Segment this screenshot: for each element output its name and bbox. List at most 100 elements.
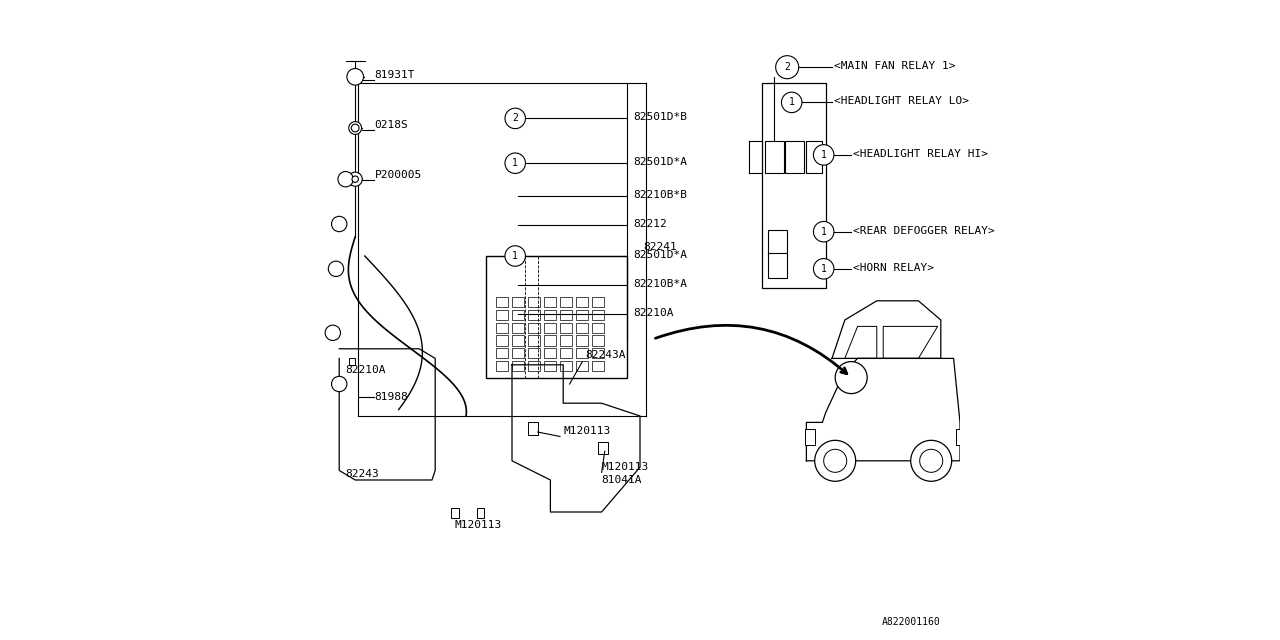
- Text: M120113: M120113: [602, 462, 649, 472]
- Text: 82210A: 82210A: [634, 308, 675, 317]
- Circle shape: [506, 246, 526, 266]
- Circle shape: [815, 440, 856, 481]
- Bar: [544, 335, 556, 346]
- Bar: [576, 335, 588, 346]
- Circle shape: [814, 259, 835, 279]
- Bar: [529, 310, 540, 320]
- Bar: [561, 310, 571, 320]
- Text: 1: 1: [512, 158, 518, 168]
- Bar: [497, 361, 507, 371]
- Bar: [544, 297, 556, 307]
- Bar: [348, 358, 356, 365]
- Bar: [591, 335, 604, 346]
- Bar: [512, 361, 524, 371]
- Bar: [512, 323, 524, 333]
- Bar: [544, 348, 556, 358]
- Bar: [576, 348, 588, 358]
- Text: 82212: 82212: [634, 219, 667, 229]
- Bar: [497, 310, 507, 320]
- Bar: [529, 323, 540, 333]
- Bar: [591, 361, 604, 371]
- Circle shape: [781, 92, 801, 113]
- Circle shape: [814, 221, 835, 242]
- Text: 82501D*A: 82501D*A: [634, 250, 687, 260]
- Circle shape: [835, 362, 868, 394]
- Text: <MAIN FAN RELAY 1>: <MAIN FAN RELAY 1>: [835, 61, 955, 71]
- Bar: [544, 361, 556, 371]
- Bar: [544, 310, 556, 320]
- Circle shape: [824, 449, 847, 472]
- Text: <HEADLIGHT RELAY LO>: <HEADLIGHT RELAY LO>: [835, 97, 969, 106]
- Circle shape: [506, 153, 526, 173]
- Text: 2: 2: [512, 113, 518, 124]
- Bar: [477, 508, 485, 518]
- Text: 1: 1: [820, 150, 827, 160]
- Polygon shape: [806, 358, 960, 461]
- Bar: [544, 323, 556, 333]
- Bar: [576, 323, 588, 333]
- Circle shape: [352, 176, 358, 182]
- Bar: [561, 323, 571, 333]
- Bar: [561, 361, 571, 371]
- Circle shape: [332, 216, 347, 232]
- Text: A822001160: A822001160: [882, 617, 941, 627]
- Text: 81931T: 81931T: [374, 70, 415, 80]
- Bar: [497, 335, 507, 346]
- Text: 82501D*A: 82501D*A: [634, 157, 687, 167]
- Text: 82501D*B: 82501D*B: [634, 113, 687, 122]
- Text: 82210B*B: 82210B*B: [634, 191, 687, 200]
- Text: 81988: 81988: [374, 392, 408, 402]
- Text: <REAR DEFOGGER RELAY>: <REAR DEFOGGER RELAY>: [854, 226, 995, 236]
- Bar: [765, 141, 783, 173]
- Text: 82241: 82241: [644, 242, 677, 252]
- Bar: [529, 348, 540, 358]
- Bar: [805, 429, 815, 445]
- Text: 1: 1: [820, 264, 827, 274]
- Bar: [529, 297, 540, 307]
- Bar: [768, 230, 787, 256]
- Text: 2: 2: [785, 62, 790, 72]
- Bar: [591, 323, 604, 333]
- Circle shape: [332, 376, 347, 392]
- Bar: [786, 141, 805, 173]
- Bar: [512, 348, 524, 358]
- Circle shape: [911, 440, 952, 481]
- Text: P200005: P200005: [374, 170, 421, 180]
- Text: 82210A: 82210A: [346, 365, 387, 375]
- Text: 1: 1: [788, 97, 795, 108]
- Text: 81041A: 81041A: [602, 475, 643, 485]
- Bar: [512, 335, 524, 346]
- Bar: [762, 83, 826, 288]
- Circle shape: [776, 56, 799, 79]
- Circle shape: [351, 124, 358, 132]
- Bar: [512, 310, 524, 320]
- Text: 1: 1: [512, 251, 518, 261]
- Bar: [561, 335, 571, 346]
- Text: M120113: M120113: [454, 520, 502, 530]
- Bar: [576, 310, 588, 320]
- Circle shape: [328, 261, 344, 276]
- Bar: [512, 297, 524, 307]
- Bar: [497, 323, 507, 333]
- Circle shape: [348, 122, 361, 134]
- Circle shape: [919, 449, 942, 472]
- Text: M120113: M120113: [563, 426, 611, 436]
- Circle shape: [325, 325, 340, 340]
- Circle shape: [506, 108, 526, 129]
- Bar: [806, 141, 822, 173]
- Circle shape: [338, 172, 353, 187]
- Bar: [768, 253, 787, 278]
- Circle shape: [814, 145, 835, 165]
- Bar: [486, 256, 627, 378]
- Text: 0218S: 0218S: [374, 120, 408, 130]
- Bar: [591, 297, 604, 307]
- Bar: [955, 429, 960, 445]
- Circle shape: [347, 68, 364, 85]
- Bar: [576, 297, 588, 307]
- Bar: [591, 310, 604, 320]
- Bar: [497, 348, 507, 358]
- Bar: [561, 348, 571, 358]
- Text: <HORN RELAY>: <HORN RELAY>: [854, 263, 934, 273]
- Bar: [529, 361, 540, 371]
- Bar: [599, 442, 608, 454]
